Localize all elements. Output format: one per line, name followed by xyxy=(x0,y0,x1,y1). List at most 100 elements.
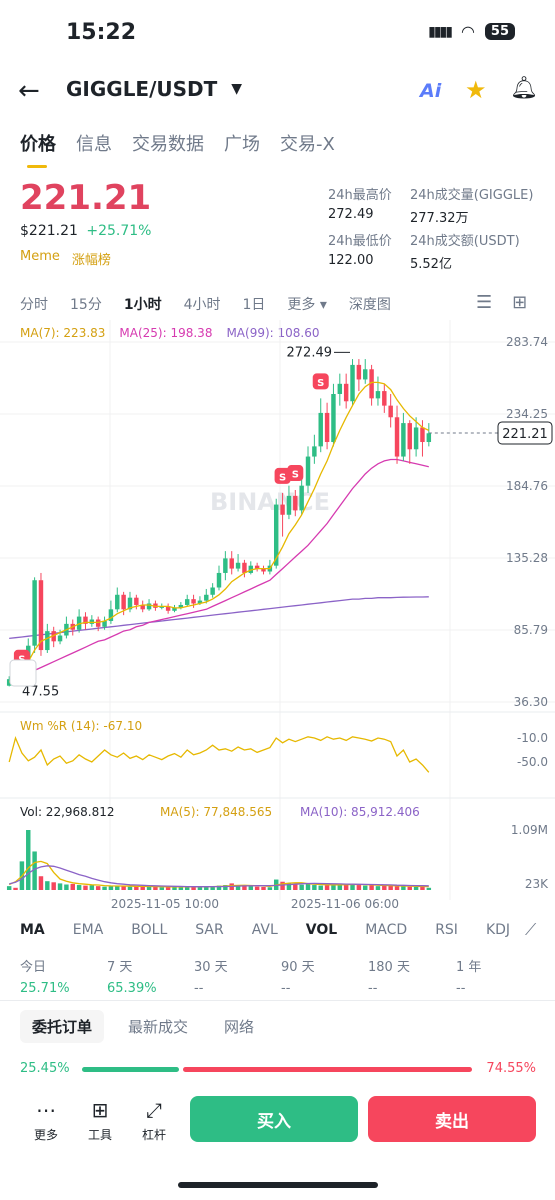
volume-bar xyxy=(324,885,330,890)
volume-bar xyxy=(146,886,152,890)
wr-line xyxy=(8,735,430,773)
ind-vol[interactable]: VOL xyxy=(305,922,338,938)
tab-latest-trades[interactable]: 最新成交 xyxy=(128,1018,189,1036)
tag-meme[interactable]: Meme xyxy=(20,249,60,264)
candle xyxy=(407,423,412,450)
ratio-bar xyxy=(82,1067,472,1072)
candle xyxy=(394,417,400,457)
star-icon[interactable]: ★ xyxy=(465,76,487,104)
candle xyxy=(159,606,165,608)
volume-bar xyxy=(6,886,12,890)
candle xyxy=(356,364,362,380)
status-time: 15:22 xyxy=(66,20,137,45)
perf-label: 90 天 xyxy=(281,960,315,975)
volume-bar xyxy=(375,886,381,890)
volume-bar xyxy=(26,830,31,890)
candle xyxy=(95,619,101,627)
tools-label: 工具 xyxy=(87,1128,112,1142)
ind-macd[interactable]: MACD xyxy=(365,922,408,938)
volume-bar xyxy=(95,886,101,890)
volume-bar xyxy=(369,885,374,890)
pair-selector[interactable]: GIGGLE/USDT ▼ xyxy=(66,77,242,101)
ind-rsi[interactable]: RSI xyxy=(435,922,458,938)
vol-axis-label: 1.09M xyxy=(511,823,548,837)
candle xyxy=(305,456,311,486)
sell-ratio: 74.55% xyxy=(486,1061,536,1076)
back-arrow-icon[interactable]: ← xyxy=(18,76,40,106)
perf-1y: 1 年 -- xyxy=(456,956,481,996)
tools-button[interactable]: ⊞ 工具 xyxy=(80,1098,120,1143)
bell-icon[interactable]: 🔔︎ xyxy=(510,76,538,101)
caret-down-icon: ▼ xyxy=(231,81,243,97)
wr-axis-label: -10.0 xyxy=(517,731,548,745)
tf-4h[interactable]: 4小时 xyxy=(183,297,221,313)
sell-button[interactable]: 卖出 xyxy=(368,1096,536,1142)
ind-avl[interactable]: AVL xyxy=(251,922,278,938)
price-axis-label: 85.79 xyxy=(514,623,548,637)
price-axis-label: 283.74 xyxy=(506,335,548,349)
ind-boll[interactable]: BOLL xyxy=(131,922,168,938)
stat-high: 24h最高价 272.49 xyxy=(328,184,392,222)
ind-ema[interactable]: EMA xyxy=(72,922,104,938)
volume-bar xyxy=(280,881,285,890)
candle xyxy=(6,679,12,686)
volume-bar xyxy=(57,883,63,890)
price-chart[interactable]: 283.74 234.25 184.76 135.28 85.79 36.30 BINANC… xyxy=(0,320,555,920)
candle xyxy=(318,412,323,447)
perf-value: -- xyxy=(194,981,204,996)
perf-value: -- xyxy=(456,981,466,996)
ind-sar[interactable]: SAR xyxy=(195,922,224,938)
tab-network[interactable]: 网络 xyxy=(224,1018,255,1036)
buy-button[interactable]: 买入 xyxy=(190,1096,358,1142)
candle xyxy=(134,597,139,605)
sell-marker-label: S xyxy=(317,378,324,389)
tab-square[interactable]: 广场 xyxy=(224,134,260,155)
order-tabs: 委托订单 最新成交 网络 xyxy=(20,1010,278,1043)
volume-bar xyxy=(89,885,95,890)
volume-bar xyxy=(299,884,304,890)
candle xyxy=(235,562,241,569)
tf-1h[interactable]: 1小时 xyxy=(123,297,162,313)
tools-grid-icon: ⊞ xyxy=(91,1098,109,1122)
ind-kdj[interactable]: KDJ xyxy=(485,922,511,938)
volume-bar xyxy=(293,884,298,890)
tab-info[interactable]: 信息 xyxy=(76,134,112,155)
tag-gainers[interactable]: 涨幅榜 xyxy=(71,253,111,268)
candle xyxy=(280,504,285,515)
vol-ma10-label: MA(10): 85,912.406 xyxy=(300,805,420,819)
indicator-settings-icon[interactable]: ⟋ xyxy=(525,920,537,939)
tab-trade-x[interactable]: 交易-X xyxy=(280,134,335,155)
volume-bar xyxy=(210,886,215,890)
candle xyxy=(375,391,381,399)
volume-bar xyxy=(32,851,37,890)
candle xyxy=(293,495,298,511)
perf-today: 今日 25.71% xyxy=(20,956,70,996)
tf-15m[interactable]: 15分 xyxy=(70,297,102,313)
grid-layout-icon[interactable]: ⊞ xyxy=(512,292,528,313)
candle xyxy=(38,580,44,651)
tab-price[interactable]: 价格 xyxy=(20,130,56,168)
tf-line[interactable]: 分时 xyxy=(20,297,48,313)
volume-bar xyxy=(331,885,336,890)
ratio-bar-sell xyxy=(183,1067,472,1072)
wr-label: Wm %R (14): -67.10 xyxy=(20,719,142,733)
leverage-button[interactable]: ⤢ 杠杆 xyxy=(134,1098,174,1143)
tf-1d[interactable]: 1日 xyxy=(242,297,266,313)
candle xyxy=(89,619,95,624)
tf-depth[interactable]: 深度图 xyxy=(348,297,391,313)
chart-settings-icon[interactable]: ☰ xyxy=(476,292,493,313)
last-price: 221.21 xyxy=(20,178,152,218)
sell-marker-label: S xyxy=(279,472,286,483)
tab-open-orders[interactable]: 委托订单 xyxy=(20,1010,105,1043)
indicator-tabs: MA EMA BOLL SAR AVL VOL MACD RSI KDJ xyxy=(20,922,538,938)
ai-icon[interactable]: Ai xyxy=(420,80,442,102)
volume-bar xyxy=(165,886,171,890)
more-button[interactable]: ⋯ 更多 xyxy=(26,1098,66,1143)
candle xyxy=(146,603,152,610)
tf-more[interactable]: 更多 ▾ xyxy=(287,297,327,313)
stat-low: 24h最低价 122.00 xyxy=(328,230,392,268)
ind-ma[interactable]: MA xyxy=(20,922,45,938)
perf-label: 180 天 xyxy=(368,960,410,975)
tab-trading-data[interactable]: 交易数据 xyxy=(132,134,204,155)
perf-value: -- xyxy=(368,981,378,996)
